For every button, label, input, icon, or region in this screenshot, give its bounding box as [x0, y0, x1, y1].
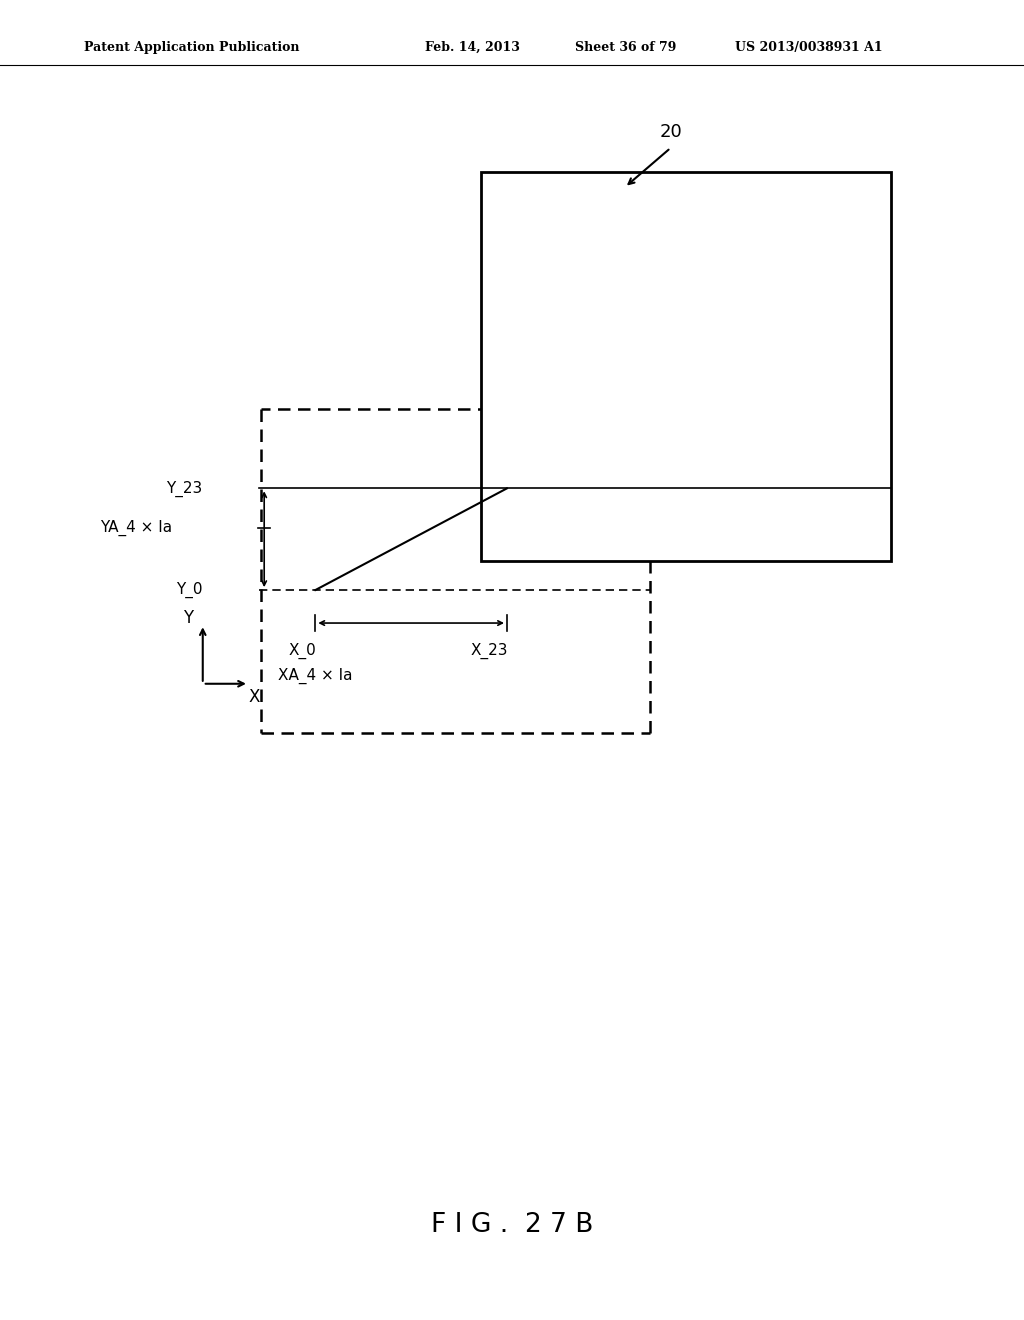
Text: XA_4 × Ia: XA_4 × Ia	[279, 668, 352, 684]
Text: Y_23: Y_23	[167, 480, 203, 496]
Bar	[481, 172, 891, 561]
Text: X_0: X_0	[288, 643, 316, 659]
Text: US 2013/0038931 A1: US 2013/0038931 A1	[735, 41, 883, 54]
Text: F I G .  2 7 B: F I G . 2 7 B	[431, 1212, 593, 1238]
Text: X: X	[248, 688, 260, 706]
Text: Y_0: Y_0	[176, 582, 203, 598]
Text: 20: 20	[659, 123, 682, 141]
Text: YA_4 × Ia: YA_4 × Ia	[100, 520, 172, 536]
Text: X_23: X_23	[471, 643, 508, 659]
Text: Patent Application Publication: Patent Application Publication	[84, 41, 299, 54]
Text: Y: Y	[183, 609, 194, 627]
Text: Sheet 36 of 79: Sheet 36 of 79	[575, 41, 677, 54]
Text: Feb. 14, 2013: Feb. 14, 2013	[425, 41, 520, 54]
